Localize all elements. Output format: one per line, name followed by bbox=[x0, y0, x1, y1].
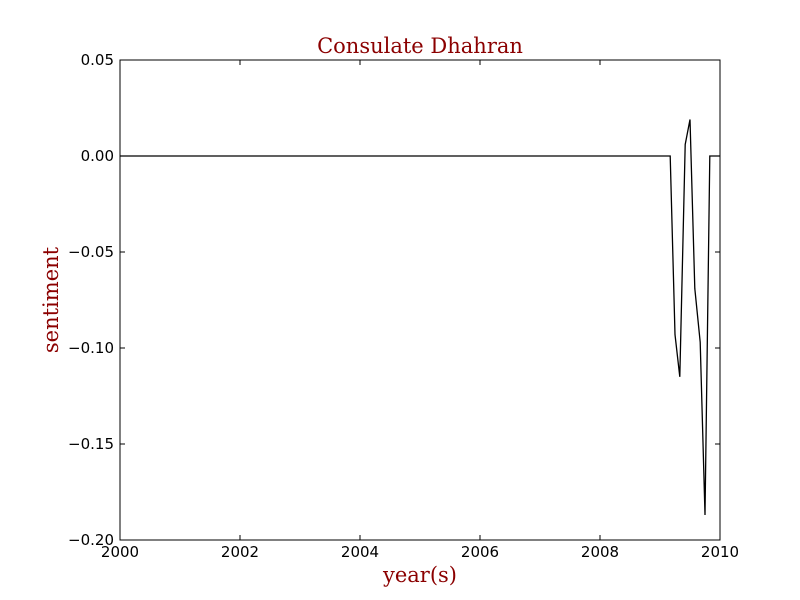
y-tick-label: −0.05 bbox=[68, 243, 114, 261]
x-tick-label: 2000 bbox=[101, 543, 139, 561]
y-tick-label: −0.15 bbox=[68, 435, 114, 453]
series-line bbox=[120, 119, 720, 516]
y-tick-label: 0.05 bbox=[81, 51, 114, 69]
x-tick-label: 2006 bbox=[461, 543, 499, 561]
plot-lines bbox=[120, 119, 720, 516]
y-tick-label: −0.20 bbox=[68, 531, 114, 549]
x-tick-label: 2002 bbox=[221, 543, 259, 561]
x-axis-label: year(s) bbox=[382, 563, 457, 587]
chart-title: Consulate Dhahran bbox=[317, 34, 523, 58]
x-axis: 2000 2002 2004 2006 2008 2010 bbox=[101, 60, 739, 561]
x-tick-label: 2004 bbox=[341, 543, 379, 561]
y-tick-label: 0.00 bbox=[81, 147, 114, 165]
y-tick-label: −0.10 bbox=[68, 339, 114, 357]
y-axis-label: sentiment bbox=[39, 246, 63, 353]
x-tick-label: 2008 bbox=[581, 543, 619, 561]
x-tick-label: 2010 bbox=[701, 543, 739, 561]
y-axis: 0.05 0.00 −0.05 −0.10 −0.15 −0.20 bbox=[68, 51, 720, 549]
plot-frame bbox=[119, 59, 721, 541]
